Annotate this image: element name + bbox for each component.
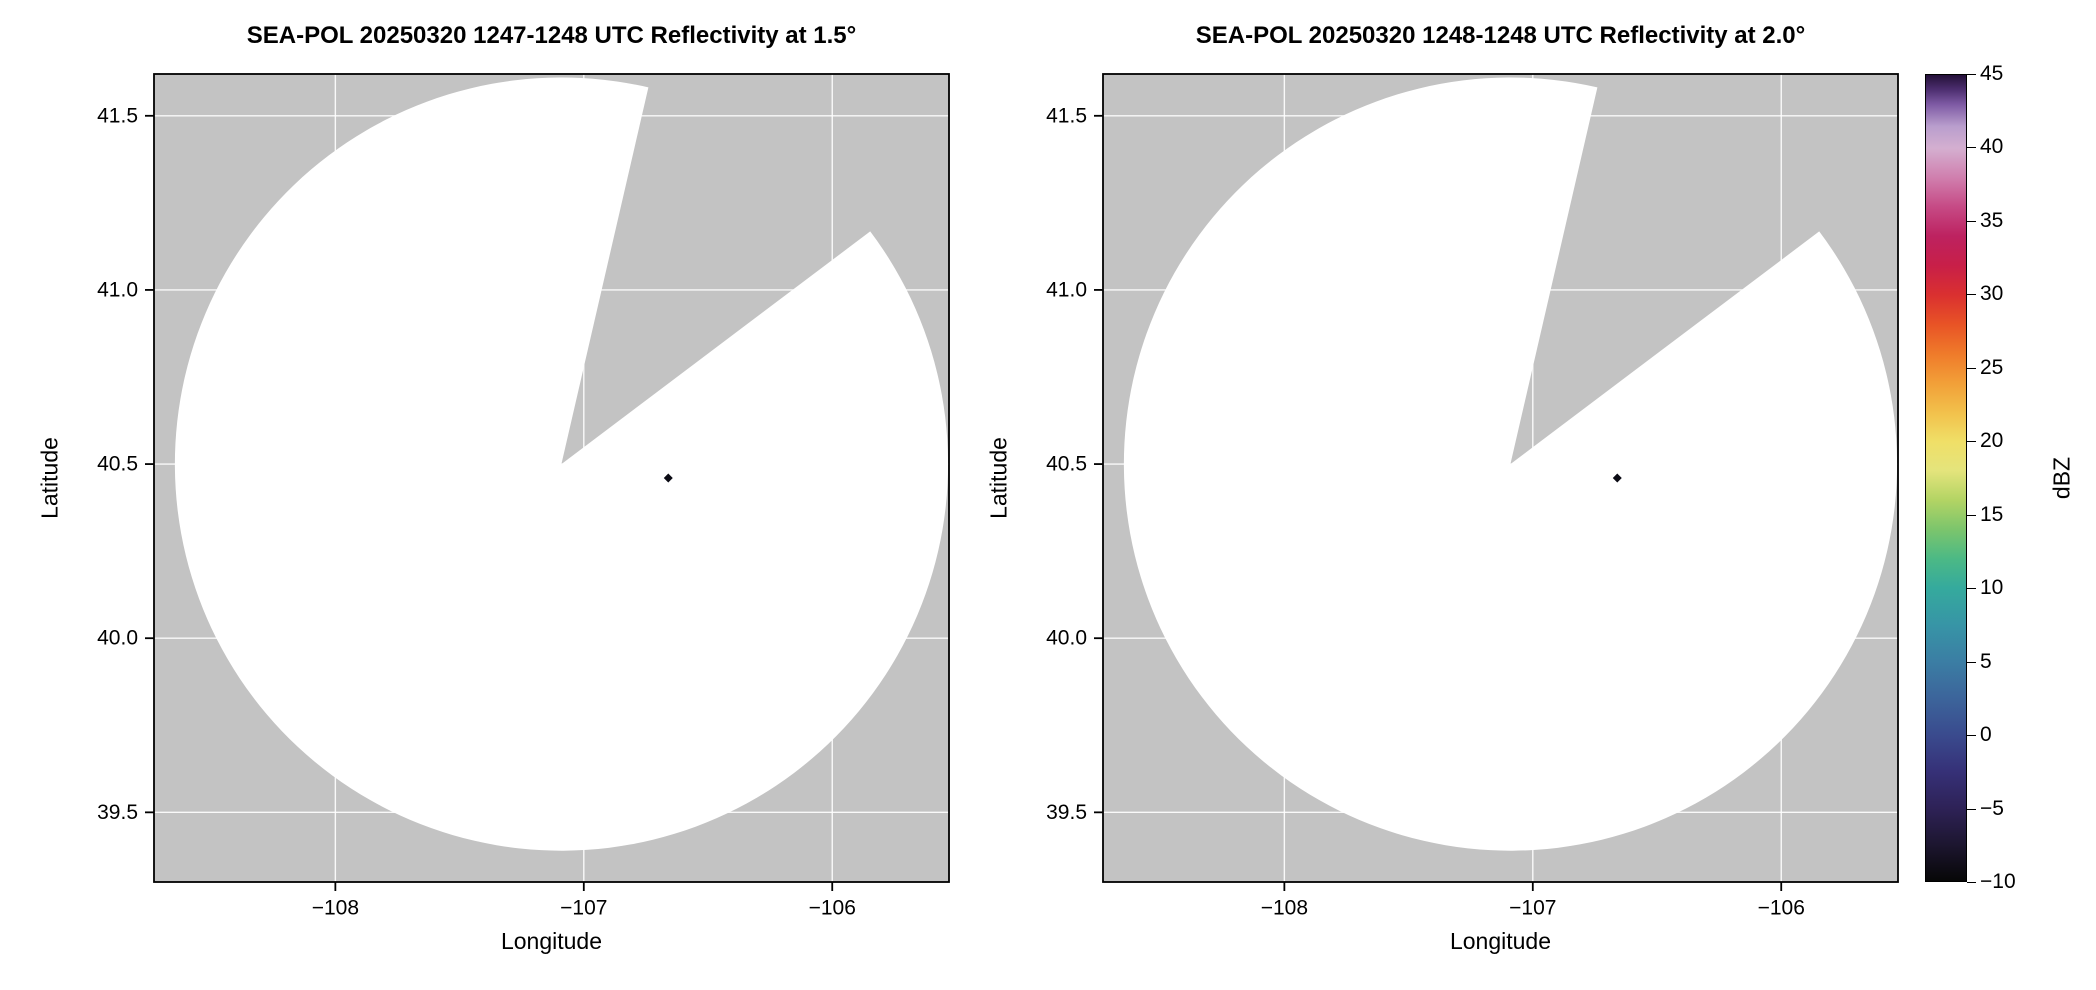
colorbar-tick-label: −5: [1980, 796, 2004, 820]
radar-panel-right: SEA-POL 20250320 1248-1248 UTC Reflectiv…: [986, 22, 1899, 954]
panel-title: SEA-POL 20250320 1248-1248 UTC Reflectiv…: [1195, 22, 1806, 49]
y-tick-label: 40.0: [1046, 627, 1087, 650]
colorbar-tick-mark: [1967, 220, 1976, 222]
colorbar-tick-label: 5: [1980, 649, 1992, 673]
radar-panel-left: SEA-POL 20250320 1247-1248 UTC Reflectiv…: [37, 22, 950, 954]
colorbar-tick-label: 30: [1980, 282, 2004, 306]
x-tick-label: −108: [312, 896, 359, 919]
colorbar-tick-label: 20: [1980, 429, 2004, 453]
plot-frame: [153, 73, 950, 883]
radar-ppi-plot: −108 −107 −106 39.5 40.0 40.5 41.0 41.5: [97, 73, 950, 919]
y-tick-label: 39.5: [1046, 801, 1087, 824]
x-tick-label: −108: [1261, 896, 1308, 919]
colorbar-tick-mark: [1967, 661, 1976, 663]
colorbar-tick-mark: [1967, 367, 1976, 369]
x-axis-label: Longitude: [1449, 928, 1552, 954]
colorbar-tick-label: −10: [1980, 870, 2016, 893]
y-tick-label: 40.5: [97, 453, 138, 476]
colorbar: dBZ 45 40 35 30 25 20 15 10 5 0 −5 −10: [1925, 62, 2075, 893]
colorbar-tick-label: 40: [1980, 135, 2004, 159]
x-tick-label: −106: [1758, 896, 1805, 919]
colorbar-tick-label: 35: [1980, 208, 2004, 232]
colorbar-tick-mark: [1967, 441, 1976, 443]
colorbar-gradient: [1925, 74, 1967, 882]
y-tick-label: 41.0: [97, 278, 138, 301]
radar-coverage-area: [1123, 77, 1898, 851]
colorbar-tick-label: 10: [1980, 576, 2004, 600]
colorbar-tick-label: 45: [1980, 62, 2004, 85]
y-tick-label: 41.0: [1046, 278, 1087, 301]
y-tick-label: 40.5: [1046, 453, 1087, 476]
colorbar-label: dBZ: [2048, 456, 2075, 500]
colorbar-tick-mark: [1967, 74, 1976, 75]
colorbar-tick-label: 25: [1980, 355, 2004, 379]
plot-frame: [1102, 73, 1899, 883]
radar-ppi-plot: −108 −107 −106 39.5 40.0 40.5 41.0 41.5: [1046, 73, 1899, 919]
y-tick-label: 40.0: [97, 627, 138, 650]
colorbar-tick-label: 0: [1980, 723, 1992, 747]
radar-echo-point: [663, 473, 673, 483]
colorbar-tick-mark: [1967, 882, 1976, 883]
panel-title: SEA-POL 20250320 1247-1248 UTC Reflectiv…: [246, 22, 857, 49]
colorbar-tick-mark: [1967, 735, 1976, 737]
colorbar-tick-mark: [1967, 147, 1976, 149]
colorbar-tick-label: 15: [1980, 502, 2004, 526]
x-axis-label: Longitude: [500, 928, 603, 954]
y-tick-label: 41.5: [97, 104, 138, 127]
x-tick-label: −106: [809, 896, 856, 919]
colorbar-tick-mark: [1967, 808, 1976, 810]
y-tick-label: 41.5: [1046, 104, 1087, 127]
radar-echo-point: [1612, 473, 1622, 483]
colorbar-tick-mark: [1967, 294, 1976, 296]
y-axis-label: Latitude: [36, 437, 63, 519]
colorbar-tick-mark: [1967, 514, 1976, 516]
x-tick-label: −107: [560, 896, 607, 919]
x-tick-label: −107: [1509, 896, 1556, 919]
y-axis-label: Latitude: [985, 437, 1012, 519]
radar-coverage-area: [174, 77, 949, 851]
colorbar-tick-mark: [1967, 588, 1976, 590]
y-tick-label: 39.5: [97, 801, 138, 824]
